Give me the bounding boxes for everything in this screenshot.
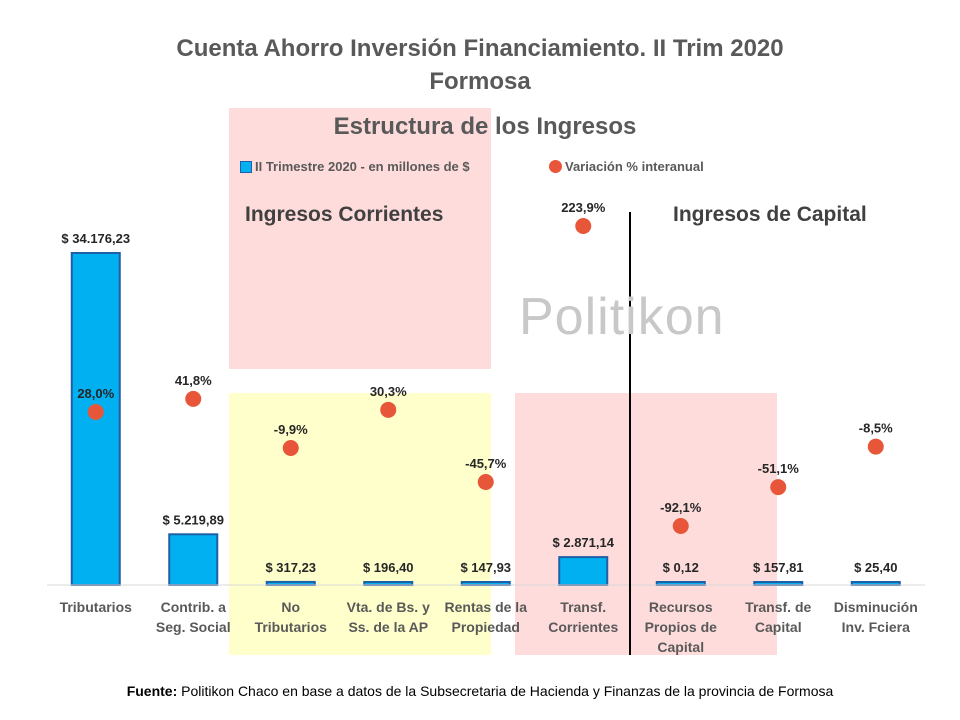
variation-label: -51,1% xyxy=(758,461,800,476)
main-title-line2: Formosa xyxy=(429,68,531,95)
bar xyxy=(558,556,609,586)
region-label-corrientes: Ingresos Corrientes xyxy=(245,203,444,226)
x-tick-label: Corrientes xyxy=(548,619,618,635)
x-tick-label: Vta. de Bs. y xyxy=(347,599,430,615)
source-text: Politikon Chaco en base a datos de la Su… xyxy=(181,683,834,699)
x-tick-label: Rentas de la xyxy=(445,599,528,615)
bar xyxy=(168,533,219,586)
bar-value-label: $ 317,23 xyxy=(265,560,316,575)
bar-value-label: $ 147,93 xyxy=(460,560,511,575)
source-label: Fuente: xyxy=(126,683,178,699)
variation-label: 41,8% xyxy=(175,373,212,388)
variation-dot xyxy=(575,218,592,234)
variation-label: -92,1% xyxy=(660,500,702,515)
main-title-line1: Cuenta Ahorro Inversión Financiamiento. … xyxy=(176,35,784,62)
bar-value-label: $ 157,81 xyxy=(753,560,804,575)
variation-label: 28,0% xyxy=(77,386,114,401)
x-tick-label: Inv. Fciera xyxy=(842,619,910,635)
chart-title: Estructura de los Ingresos xyxy=(333,113,637,140)
bar-value-label: $ 0,12 xyxy=(663,560,699,575)
legend-bar-swatch xyxy=(240,160,252,173)
variation-label: -9,9% xyxy=(274,422,308,437)
bar-value-label: $ 196,40 xyxy=(363,560,414,575)
legend-dot-swatch xyxy=(549,160,562,173)
variation-label: 30,3% xyxy=(370,384,407,399)
x-tick-label: Ss. de la AP xyxy=(348,619,428,635)
legend-dot-label: Variación % interanual xyxy=(565,159,704,174)
x-tick-label: Seg. Social xyxy=(156,619,231,635)
legend-item-dots: Variación % interanual xyxy=(549,159,704,174)
x-tick-label: Transf. de xyxy=(745,599,811,615)
variation-label: 223,9% xyxy=(561,200,606,215)
watermark: Politikon xyxy=(519,288,725,346)
variation-dot xyxy=(380,401,397,418)
variation-dot xyxy=(87,404,104,420)
x-tick-label: Tributarios xyxy=(60,599,133,615)
variation-dot xyxy=(867,438,884,455)
variation-label: -8,5% xyxy=(859,421,893,436)
variation-dot xyxy=(185,390,202,407)
x-tick-label: Capital xyxy=(755,619,802,635)
region-label-capital: Ingresos de Capital xyxy=(673,203,867,226)
x-tick-label: Tributarios xyxy=(255,619,328,635)
x-tick-label: Recursos xyxy=(649,599,713,615)
x-tick-label: Propios de xyxy=(645,619,718,635)
bar-value-label: $ 5.219,89 xyxy=(163,512,224,527)
shade-region-red xyxy=(515,393,777,655)
legend-bar-label: II Trimestre 2020 - en millones de $ xyxy=(255,159,470,174)
variation-dot xyxy=(770,479,787,496)
x-tick-label: Capital xyxy=(657,639,704,655)
x-tick-label: Transf. xyxy=(560,599,606,615)
legend-item-bars: II Trimestre 2020 - en millones de $ xyxy=(240,159,470,174)
bar-value-label: $ 2.871,14 xyxy=(553,535,615,550)
variation-dot xyxy=(282,439,299,456)
x-tick-label: Contrib. a xyxy=(161,599,227,615)
x-tick-label: Propiedad xyxy=(452,619,520,635)
variation-dot xyxy=(477,473,494,490)
bar-value-label: $ 25,40 xyxy=(854,560,897,575)
bar-value-label: $ 34.176,23 xyxy=(61,231,130,246)
source-footer: Fuente: Politikon Chaco en base a datos … xyxy=(0,683,960,699)
x-tick-label: No xyxy=(281,599,300,615)
x-tick-label: Disminución xyxy=(834,599,918,615)
shade-region-top xyxy=(229,108,491,369)
variation-label: -45,7% xyxy=(465,456,507,471)
shade-region-yellow xyxy=(229,393,491,655)
variation-dot xyxy=(672,518,689,535)
